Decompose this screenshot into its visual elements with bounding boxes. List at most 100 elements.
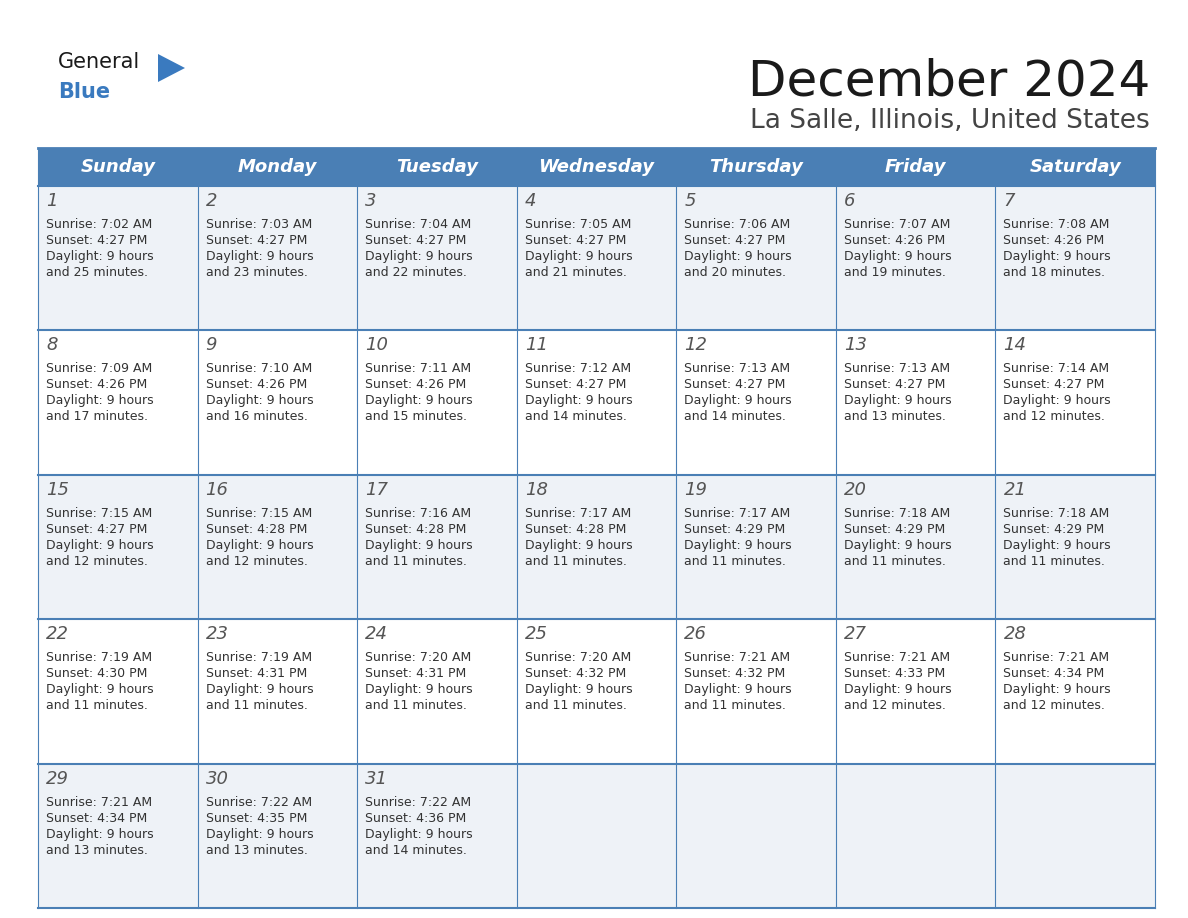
Text: 7: 7 [1004,192,1015,210]
Text: and 15 minutes.: and 15 minutes. [365,410,467,423]
Text: and 14 minutes.: and 14 minutes. [525,410,626,423]
Text: Daylight: 9 hours: Daylight: 9 hours [525,683,632,696]
Text: Sunrise: 7:16 AM: Sunrise: 7:16 AM [365,507,472,520]
Text: Sunrise: 7:06 AM: Sunrise: 7:06 AM [684,218,790,231]
Text: 6: 6 [843,192,855,210]
Bar [38,330,1155,475]
Text: 3: 3 [365,192,377,210]
Text: and 12 minutes.: and 12 minutes. [46,554,147,568]
Text: Daylight: 9 hours: Daylight: 9 hours [843,395,952,408]
Text: Daylight: 9 hours: Daylight: 9 hours [684,683,792,696]
Text: and 23 minutes.: and 23 minutes. [206,266,308,279]
Text: 9: 9 [206,336,217,354]
Text: Daylight: 9 hours: Daylight: 9 hours [46,683,153,696]
Text: Daylight: 9 hours: Daylight: 9 hours [525,539,632,552]
Text: Sunrise: 7:14 AM: Sunrise: 7:14 AM [1004,363,1110,375]
Text: Sunset: 4:30 PM: Sunset: 4:30 PM [46,667,147,680]
Text: Sunset: 4:27 PM: Sunset: 4:27 PM [46,234,147,247]
Bar [38,475,1155,620]
Text: Daylight: 9 hours: Daylight: 9 hours [1004,683,1111,696]
Text: Sunday: Sunday [81,158,156,176]
Text: 12: 12 [684,336,707,354]
Text: Sunset: 4:26 PM: Sunset: 4:26 PM [46,378,147,391]
Text: Sunrise: 7:12 AM: Sunrise: 7:12 AM [525,363,631,375]
Text: Sunset: 4:27 PM: Sunset: 4:27 PM [525,234,626,247]
Text: Friday: Friday [885,158,947,176]
Text: Daylight: 9 hours: Daylight: 9 hours [365,828,473,841]
Text: 24: 24 [365,625,388,644]
Polygon shape [158,54,185,82]
Text: Daylight: 9 hours: Daylight: 9 hours [1004,539,1111,552]
Text: Daylight: 9 hours: Daylight: 9 hours [684,395,792,408]
Text: and 11 minutes.: and 11 minutes. [525,700,626,712]
Text: 20: 20 [843,481,867,498]
Text: and 16 minutes.: and 16 minutes. [206,410,308,423]
Text: Sunset: 4:26 PM: Sunset: 4:26 PM [365,378,467,391]
Text: and 11 minutes.: and 11 minutes. [684,554,786,568]
Text: Tuesday: Tuesday [396,158,478,176]
Text: Sunrise: 7:19 AM: Sunrise: 7:19 AM [206,651,311,665]
Text: Sunrise: 7:05 AM: Sunrise: 7:05 AM [525,218,631,231]
Text: Thursday: Thursday [709,158,803,176]
Text: Sunrise: 7:03 AM: Sunrise: 7:03 AM [206,218,311,231]
Text: Sunset: 4:27 PM: Sunset: 4:27 PM [684,378,785,391]
Text: and 11 minutes.: and 11 minutes. [206,700,308,712]
Text: and 17 minutes.: and 17 minutes. [46,410,148,423]
Text: Daylight: 9 hours: Daylight: 9 hours [843,539,952,552]
Text: Blue: Blue [58,82,110,102]
Text: Sunset: 4:32 PM: Sunset: 4:32 PM [684,667,785,680]
Text: Sunrise: 7:07 AM: Sunrise: 7:07 AM [843,218,950,231]
Text: Sunrise: 7:21 AM: Sunrise: 7:21 AM [1004,651,1110,665]
Text: Sunrise: 7:22 AM: Sunrise: 7:22 AM [365,796,472,809]
Text: December 2024: December 2024 [747,58,1150,106]
Text: and 20 minutes.: and 20 minutes. [684,266,786,279]
Text: and 11 minutes.: and 11 minutes. [684,700,786,712]
Text: Sunrise: 7:21 AM: Sunrise: 7:21 AM [843,651,950,665]
Text: Sunset: 4:36 PM: Sunset: 4:36 PM [365,812,467,824]
Text: Saturday: Saturday [1029,158,1121,176]
Text: Sunrise: 7:19 AM: Sunrise: 7:19 AM [46,651,152,665]
Text: 16: 16 [206,481,228,498]
Text: Sunrise: 7:08 AM: Sunrise: 7:08 AM [1004,218,1110,231]
Text: Sunset: 4:27 PM: Sunset: 4:27 PM [1004,378,1105,391]
Text: and 11 minutes.: and 11 minutes. [843,554,946,568]
Text: 25: 25 [525,625,548,644]
Text: 5: 5 [684,192,696,210]
Text: Daylight: 9 hours: Daylight: 9 hours [365,395,473,408]
Text: Sunset: 4:27 PM: Sunset: 4:27 PM [525,378,626,391]
Text: Sunset: 4:27 PM: Sunset: 4:27 PM [684,234,785,247]
Text: Sunrise: 7:20 AM: Sunrise: 7:20 AM [525,651,631,665]
Text: Daylight: 9 hours: Daylight: 9 hours [1004,250,1111,263]
Text: Sunrise: 7:10 AM: Sunrise: 7:10 AM [206,363,311,375]
Text: 4: 4 [525,192,536,210]
Text: Monday: Monday [238,158,317,176]
Text: Daylight: 9 hours: Daylight: 9 hours [525,395,632,408]
Text: Sunset: 4:31 PM: Sunset: 4:31 PM [206,667,307,680]
Text: Daylight: 9 hours: Daylight: 9 hours [206,539,314,552]
Text: Daylight: 9 hours: Daylight: 9 hours [206,250,314,263]
Text: Sunrise: 7:21 AM: Sunrise: 7:21 AM [46,796,152,809]
Text: La Salle, Illinois, United States: La Salle, Illinois, United States [751,108,1150,134]
Text: and 21 minutes.: and 21 minutes. [525,266,626,279]
Text: and 11 minutes.: and 11 minutes. [365,700,467,712]
Text: Wednesday: Wednesday [538,158,655,176]
Bar [38,148,1155,186]
Text: and 11 minutes.: and 11 minutes. [46,700,147,712]
Text: and 13 minutes.: and 13 minutes. [843,410,946,423]
Text: Sunset: 4:33 PM: Sunset: 4:33 PM [843,667,946,680]
Text: Sunset: 4:31 PM: Sunset: 4:31 PM [365,667,467,680]
Text: Sunset: 4:28 PM: Sunset: 4:28 PM [365,522,467,536]
Text: Sunset: 4:27 PM: Sunset: 4:27 PM [843,378,946,391]
Text: Sunrise: 7:20 AM: Sunrise: 7:20 AM [365,651,472,665]
Text: 30: 30 [206,769,228,788]
Text: 21: 21 [1004,481,1026,498]
Text: Sunset: 4:34 PM: Sunset: 4:34 PM [1004,667,1105,680]
Text: Sunrise: 7:15 AM: Sunrise: 7:15 AM [46,507,152,520]
Text: 28: 28 [1004,625,1026,644]
Text: and 12 minutes.: and 12 minutes. [206,554,308,568]
Text: 10: 10 [365,336,388,354]
Text: Daylight: 9 hours: Daylight: 9 hours [206,683,314,696]
Text: 23: 23 [206,625,228,644]
Text: Sunrise: 7:15 AM: Sunrise: 7:15 AM [206,507,311,520]
Text: and 12 minutes.: and 12 minutes. [843,700,946,712]
